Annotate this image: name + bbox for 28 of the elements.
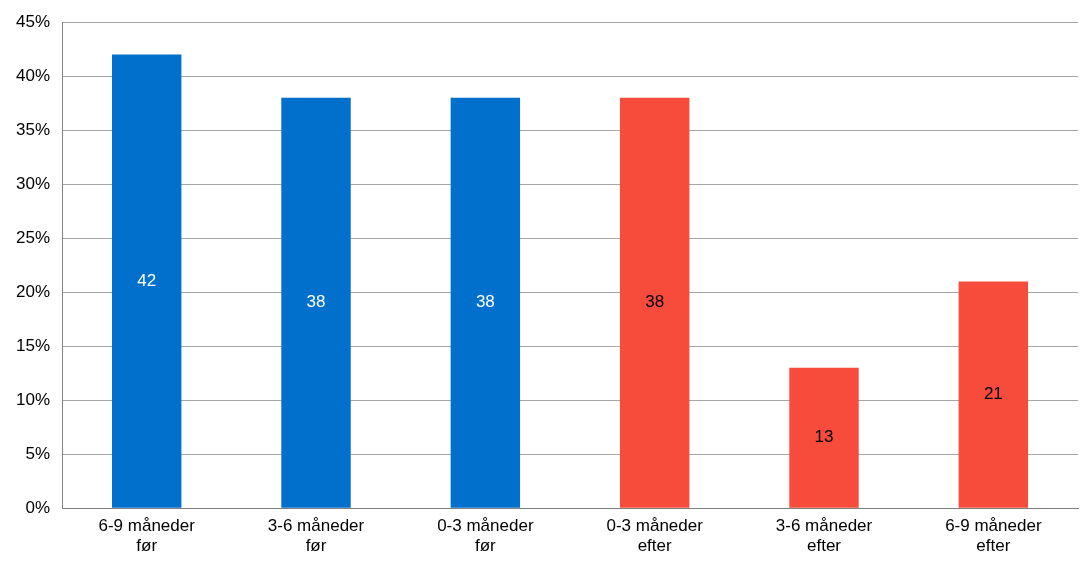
bar — [111, 54, 182, 508]
y-tick-label: 5% — [25, 443, 51, 463]
data-label: 42 — [137, 270, 157, 290]
x-tick-label: 6-9 måneder efter — [945, 516, 1042, 556]
y-tick-label: 20% — [15, 281, 51, 301]
y-tick-label: 10% — [15, 389, 51, 409]
y-tick-label: 25% — [15, 227, 51, 247]
x-tick-label: 0-3 måneder før — [437, 516, 534, 556]
y-tick-label: 30% — [15, 173, 51, 193]
data-label: 38 — [645, 292, 665, 312]
y-tick-label: 15% — [15, 335, 51, 355]
data-label: 21 — [983, 384, 1003, 404]
x-tick-label: 3-6 måneder før — [267, 516, 365, 556]
data-label: 38 — [475, 292, 495, 312]
bar — [958, 281, 1029, 508]
y-tick-label: 40% — [15, 65, 51, 85]
x-tick-label: 6-9 måneder før — [98, 516, 196, 556]
data-label: 13 — [814, 427, 834, 447]
bar — [450, 97, 521, 508]
y-tick-label: 45% — [15, 11, 51, 31]
bar — [619, 97, 690, 508]
x-tick-label: 3-6 måneder efter — [775, 516, 873, 556]
data-label: 38 — [306, 292, 326, 312]
y-tick-label: 0% — [25, 497, 51, 517]
y-tick-label: 35% — [15, 119, 51, 139]
bar — [789, 367, 859, 508]
x-tick-label: 0-3 måneder efter — [606, 516, 704, 556]
bar — [281, 97, 351, 508]
